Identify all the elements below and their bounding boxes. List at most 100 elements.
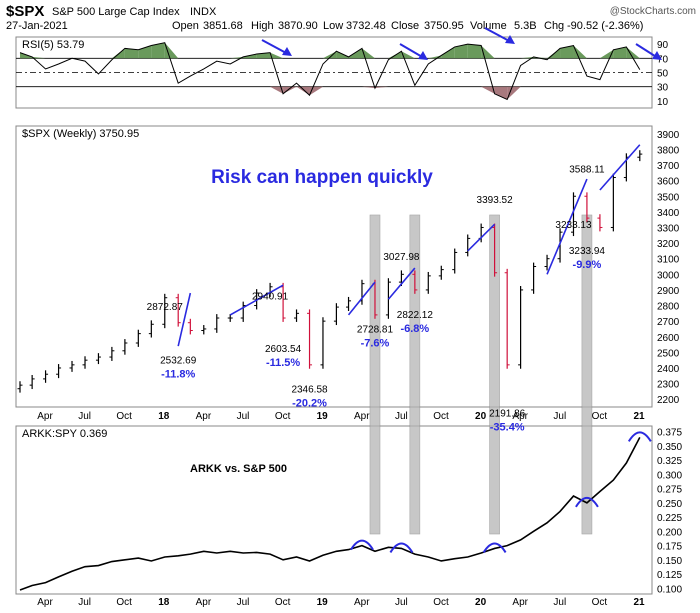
price-level-label: 2728.81: [357, 325, 394, 336]
ratio-panel-frame: [16, 426, 652, 594]
ratio-tick-label: 0.250: [657, 499, 682, 510]
drawdown-percent-label: -20.2%: [292, 397, 327, 409]
price-tick-label: 3700: [657, 161, 680, 172]
ratio-x-tick-label: Jul: [395, 597, 408, 608]
rsi-overbought-fill: [468, 44, 481, 58]
price-x-tick-label: Jul: [78, 411, 91, 422]
price-tick-label: 3600: [657, 177, 680, 188]
price-level-label: 2191.86: [489, 408, 526, 419]
ratio-x-tick-label: Jul: [237, 597, 250, 608]
price-level-label: 3233.94: [569, 246, 606, 257]
price-level-label: 2603.54: [265, 344, 302, 355]
ratio-tick-label: 0.375: [657, 428, 682, 439]
price-tick-label: 2200: [657, 395, 680, 406]
price-x-tick-label: 21: [633, 411, 645, 422]
price-tick-label: 2300: [657, 380, 680, 391]
high-value: 3870.90: [278, 20, 318, 32]
price-x-tick-label: Oct: [592, 411, 608, 422]
price-level-label: 3027.98: [383, 252, 420, 263]
ratio-tick-label: 0.100: [657, 584, 682, 595]
ratio-x-tick-label: Apr: [512, 597, 528, 608]
price-level-label: 3393.52: [477, 195, 514, 206]
shaded-correction-range: [370, 215, 380, 534]
high-label: High: [251, 20, 274, 32]
price-tick-label: 3200: [657, 239, 680, 250]
ratio-tick-label: 0.125: [657, 570, 682, 581]
rsi-tick-label: 10: [657, 97, 669, 108]
price-label: $SPX (Weekly) 3750.95: [22, 128, 139, 140]
volume-value: 5.3B: [514, 20, 537, 32]
rsi-label: RSI(5) 53.79: [22, 39, 84, 51]
rsi-tick-label: 30: [657, 83, 669, 94]
price-level-label: 2346.58: [291, 384, 328, 395]
ratio-tick-label: 0.150: [657, 556, 682, 567]
rsi-tick-label: 90: [657, 40, 669, 51]
drawdown-percent-label: -9.9%: [573, 259, 602, 271]
drawdown-percent-label: -6.8%: [400, 323, 429, 335]
ratio-x-tick-label: Jul: [553, 597, 566, 608]
date-label: 27-Jan-2021: [6, 20, 68, 32]
low-value: 3732.48: [346, 20, 386, 32]
chg-label: Chg: [544, 20, 564, 32]
price-level-label: 2532.69: [160, 355, 197, 366]
price-level-label: 2872.87: [147, 302, 184, 313]
ratio-x-tick-label: Apr: [196, 597, 212, 608]
chg-value: -90.52 (-2.36%): [567, 20, 643, 32]
symbol-label: $SPX: [6, 3, 44, 20]
ratio-tick-label: 0.175: [657, 542, 682, 553]
drawdown-percent-label: -11.8%: [161, 368, 195, 380]
close-value: 3750.95: [424, 20, 464, 32]
price-x-tick-label: Oct: [275, 411, 291, 422]
price-x-tick-label: Jul: [237, 411, 250, 422]
price-tick-label: 2400: [657, 364, 680, 375]
price-level-label: 3233.13: [555, 220, 592, 231]
drawdown-percent-label: -35.4%: [490, 421, 525, 433]
ratio-x-tick-label: Oct: [592, 597, 608, 608]
ratio-x-tick-label: 20: [475, 597, 487, 608]
exchange-label: INDX: [190, 6, 217, 18]
price-tick-label: 2500: [657, 348, 680, 359]
price-x-tick-label: 18: [158, 411, 170, 422]
price-tick-label: 3000: [657, 270, 680, 281]
ratio-tick-label: 0.225: [657, 513, 682, 524]
price-tick-label: 2600: [657, 333, 680, 344]
price-x-tick-label: 19: [317, 411, 329, 422]
price-level-label: 2822.12: [397, 310, 434, 321]
price-x-tick-label: Apr: [37, 411, 53, 422]
price-tick-label: 3400: [657, 208, 680, 219]
ratio-x-tick-label: 19: [317, 597, 329, 608]
index-name-label: S&P 500 Large Cap Index: [52, 6, 180, 18]
price-level-label: 2940.91: [252, 292, 289, 303]
close-label: Close: [391, 20, 419, 32]
ratio-label: ARKK:SPY 0.369: [22, 428, 107, 440]
drawdown-percent-label: -11.5%: [266, 357, 300, 369]
price-tick-label: 2700: [657, 317, 680, 328]
rsi-tick-label: 50: [657, 69, 669, 80]
price-tick-label: 2800: [657, 302, 680, 313]
price-level-label: 3588.11: [569, 164, 605, 175]
price-tick-label: 3800: [657, 145, 680, 156]
price-x-tick-label: Oct: [433, 411, 449, 422]
ratio-x-tick-label: 21: [633, 597, 645, 608]
price-x-tick-label: Apr: [354, 411, 370, 422]
ratio-x-tick-label: Oct: [275, 597, 291, 608]
price-chart-title: Risk can happen quickly: [211, 167, 433, 188]
price-x-tick-label: Apr: [196, 411, 212, 422]
price-x-tick-label: Oct: [116, 411, 132, 422]
ratio-x-tick-label: 18: [158, 597, 170, 608]
ratio-tick-label: 0.200: [657, 527, 682, 538]
ratio-x-tick-label: Oct: [433, 597, 449, 608]
price-tick-label: 3500: [657, 192, 680, 203]
price-tick-label: 3900: [657, 130, 680, 141]
ratio-x-tick-label: Apr: [354, 597, 370, 608]
ratio-tick-label: 0.350: [657, 442, 682, 453]
price-tick-label: 3100: [657, 255, 680, 266]
open-label: Open: [172, 20, 199, 32]
price-x-tick-label: 20: [475, 411, 487, 422]
low-label: Low: [323, 20, 343, 32]
ratio-chart-title: ARKK vs. S&P 500: [190, 463, 287, 475]
ratio-x-tick-label: Apr: [37, 597, 53, 608]
price-tick-label: 3300: [657, 223, 680, 234]
